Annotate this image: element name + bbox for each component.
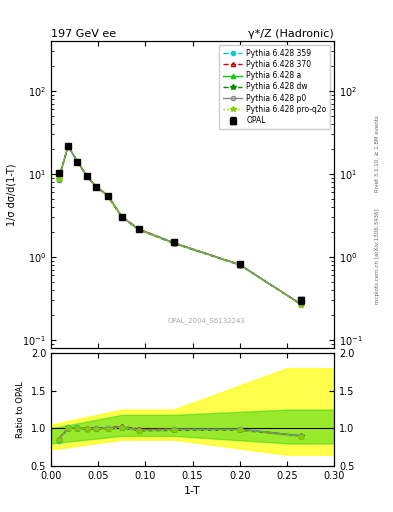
Pythia 6.428 370 [237, 262, 242, 268]
Pythia 6.428 359 [105, 193, 110, 199]
Pythia 6.428 370 [84, 173, 89, 179]
Pythia 6.428 pro-q2o [171, 240, 176, 246]
Pythia 6.428 370 [66, 143, 70, 150]
Pythia 6.428 359 [56, 177, 61, 183]
Text: γ*/Z (Hadronic): γ*/Z (Hadronic) [248, 29, 334, 39]
Pythia 6.428 359 [119, 214, 124, 220]
Pythia 6.428 pro-q2o [105, 193, 110, 199]
Pythia 6.428 dw [66, 143, 70, 150]
Text: 197 GeV ee: 197 GeV ee [51, 29, 116, 39]
Pythia 6.428 370 [94, 183, 99, 189]
Line: Pythia 6.428 dw: Pythia 6.428 dw [56, 143, 304, 307]
Pythia 6.428 p0 [136, 226, 141, 232]
X-axis label: 1-T: 1-T [184, 486, 201, 496]
Pythia 6.428 p0 [299, 301, 303, 307]
Pythia 6.428 dw [171, 240, 176, 246]
Pythia 6.428 pro-q2o [237, 262, 242, 268]
Pythia 6.428 a [94, 184, 99, 190]
Y-axis label: Ratio to OPAL: Ratio to OPAL [16, 381, 25, 438]
Pythia 6.428 p0 [105, 193, 110, 199]
Pythia 6.428 a [84, 173, 89, 179]
Pythia 6.428 p0 [171, 240, 176, 246]
Pythia 6.428 359 [136, 226, 141, 232]
Pythia 6.428 pro-q2o [299, 302, 303, 308]
Pythia 6.428 pro-q2o [119, 214, 124, 220]
Pythia 6.428 dw [136, 227, 141, 233]
Pythia 6.428 359 [84, 173, 89, 179]
Pythia 6.428 a [105, 193, 110, 199]
Pythia 6.428 pro-q2o [66, 143, 70, 150]
Pythia 6.428 p0 [75, 159, 80, 165]
Pythia 6.428 pro-q2o [84, 173, 89, 179]
Line: Pythia 6.428 p0: Pythia 6.428 p0 [57, 144, 303, 306]
Pythia 6.428 359 [66, 143, 70, 149]
Text: OPAL_2004_S6132243: OPAL_2004_S6132243 [168, 317, 246, 324]
Pythia 6.428 359 [94, 184, 99, 190]
Pythia 6.428 p0 [56, 176, 61, 182]
Pythia 6.428 dw [75, 159, 80, 165]
Pythia 6.428 370 [105, 192, 110, 198]
Line: Pythia 6.428 370: Pythia 6.428 370 [57, 144, 303, 306]
Pythia 6.428 359 [75, 158, 80, 164]
Pythia 6.428 370 [171, 240, 176, 246]
Pythia 6.428 359 [237, 262, 242, 268]
Line: Pythia 6.428 a: Pythia 6.428 a [57, 144, 303, 306]
Pythia 6.428 dw [237, 262, 242, 268]
Pythia 6.428 a [75, 159, 80, 165]
Pythia 6.428 dw [105, 193, 110, 199]
Pythia 6.428 dw [84, 173, 89, 179]
Pythia 6.428 370 [299, 301, 303, 307]
Pythia 6.428 a [66, 143, 70, 149]
Pythia 6.428 p0 [119, 214, 124, 220]
Pythia 6.428 a [299, 301, 303, 307]
Pythia 6.428 a [171, 240, 176, 246]
Text: mcplots.cern.ch [arXiv:1306.3436]: mcplots.cern.ch [arXiv:1306.3436] [375, 208, 380, 304]
Legend: Pythia 6.428 359, Pythia 6.428 370, Pythia 6.428 a, Pythia 6.428 dw, Pythia 6.42: Pythia 6.428 359, Pythia 6.428 370, Pyth… [219, 45, 330, 129]
Pythia 6.428 p0 [84, 173, 89, 179]
Pythia 6.428 dw [119, 214, 124, 220]
Y-axis label: 1/σ dσ/d(1-T): 1/σ dσ/d(1-T) [7, 163, 17, 226]
Pythia 6.428 pro-q2o [75, 159, 80, 165]
Pythia 6.428 pro-q2o [136, 227, 141, 233]
Pythia 6.428 a [237, 262, 242, 268]
Pythia 6.428 370 [56, 176, 61, 182]
Pythia 6.428 dw [94, 184, 99, 190]
Pythia 6.428 pro-q2o [56, 176, 61, 182]
Pythia 6.428 370 [75, 159, 80, 165]
Pythia 6.428 a [56, 176, 61, 182]
Pythia 6.428 359 [299, 301, 303, 307]
Line: Pythia 6.428 pro-q2o: Pythia 6.428 pro-q2o [56, 143, 304, 308]
Line: Pythia 6.428 359: Pythia 6.428 359 [57, 144, 303, 306]
Pythia 6.428 a [119, 214, 124, 220]
Pythia 6.428 p0 [66, 143, 70, 149]
Pythia 6.428 370 [119, 214, 124, 220]
Pythia 6.428 p0 [94, 184, 99, 190]
Pythia 6.428 dw [299, 301, 303, 307]
Pythia 6.428 dw [56, 176, 61, 182]
Pythia 6.428 p0 [237, 262, 242, 268]
Pythia 6.428 pro-q2o [94, 184, 99, 190]
Pythia 6.428 370 [136, 226, 141, 232]
Pythia 6.428 a [136, 226, 141, 232]
Text: Rivet 3.1.10, ≥ 1.8M events: Rivet 3.1.10, ≥ 1.8M events [375, 115, 380, 192]
Pythia 6.428 359 [171, 240, 176, 246]
